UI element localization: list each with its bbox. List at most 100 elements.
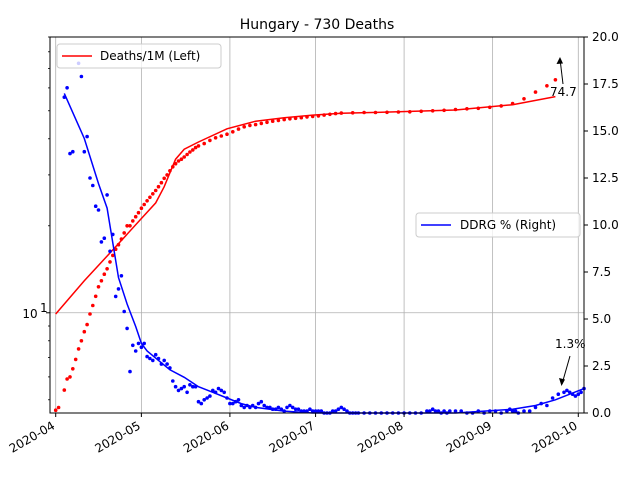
series-point-0 <box>136 210 141 215</box>
series-point-0 <box>91 303 95 308</box>
series-point-2 <box>290 405 295 410</box>
series-point-0 <box>545 84 549 88</box>
right-y-tick-label: 17.5 <box>592 77 619 91</box>
series-point-2 <box>336 407 341 412</box>
annotation-ddrg: 1.3% <box>555 337 586 386</box>
series-point-0 <box>522 97 526 101</box>
series-point-0 <box>282 117 287 122</box>
series-point-0 <box>82 329 87 334</box>
series-point-2 <box>79 74 84 79</box>
series-point-2 <box>82 149 87 154</box>
series-point-0 <box>71 367 75 371</box>
legend-ddrg-label: DDRG % (Right) <box>460 218 556 232</box>
series-layer <box>53 61 586 415</box>
series-point-2 <box>308 407 312 412</box>
series-point-0 <box>108 260 112 264</box>
series-point-2 <box>136 341 141 346</box>
series-point-2 <box>333 409 338 413</box>
series-point-2 <box>88 176 92 180</box>
series-point-0 <box>253 122 258 127</box>
series-point-2 <box>202 398 206 402</box>
series-point-0 <box>265 120 269 125</box>
legend-ddrg-box <box>415 212 581 238</box>
x-tick-label: 2020-08 <box>355 418 405 455</box>
series-point-2 <box>293 407 298 412</box>
series-point-0 <box>96 285 101 289</box>
series-point-2 <box>262 403 267 408</box>
series-point-0 <box>213 136 218 140</box>
series-point-2 <box>448 409 452 413</box>
series-point-0 <box>99 279 104 283</box>
right-y-tick-label: 5.0 <box>592 312 611 326</box>
series-point-0 <box>162 176 166 181</box>
series-point-0 <box>185 152 189 157</box>
x-tick-label: 2020-10 <box>529 418 579 455</box>
series-point-2 <box>153 352 158 357</box>
series-point-2 <box>145 354 149 359</box>
right-y-tick-label: 10.0 <box>592 218 619 232</box>
axes: 2020-04 2020-05 2020-06 2020-07 2020-08 2020-… <box>7 30 619 456</box>
series-point-2 <box>216 386 221 391</box>
series-point-0 <box>153 188 158 193</box>
annotation-deaths-arrowhead <box>556 57 563 64</box>
series-point-2 <box>522 409 526 413</box>
series-point-0 <box>68 375 72 379</box>
series-point-0 <box>128 224 132 228</box>
series-point-2 <box>510 409 515 413</box>
series-point-0 <box>270 119 275 123</box>
series-point-2 <box>93 204 98 208</box>
series-point-0 <box>93 294 98 299</box>
right-y-tick-label: 20.0 <box>592 30 619 44</box>
series-point-2 <box>185 390 189 395</box>
x-tick-label: 2020-04 <box>7 418 57 455</box>
series-point-2 <box>116 287 121 291</box>
series-point-2 <box>428 409 432 413</box>
series-point-0 <box>191 148 195 152</box>
series-point-0 <box>176 159 181 163</box>
series-point-2 <box>173 384 178 389</box>
series-point-0 <box>188 150 192 154</box>
series-point-0 <box>193 145 198 150</box>
series-point-2 <box>105 193 109 197</box>
series-point-2 <box>513 409 518 413</box>
series-point-2 <box>527 409 532 413</box>
series-point-0 <box>276 118 281 123</box>
x-tick-label: 2020-05 <box>92 418 142 455</box>
series-point-2 <box>430 407 435 412</box>
annotation-deaths: 74.7 <box>550 57 577 99</box>
series-point-0 <box>145 199 149 203</box>
series-point-2 <box>436 409 441 413</box>
series-point-0 <box>196 144 201 148</box>
series-point-0 <box>122 231 126 235</box>
series-point-0 <box>182 155 186 159</box>
series-point-2 <box>151 358 155 363</box>
legend-deaths: Deaths/1M (Left) <box>56 43 222 69</box>
series-point-2 <box>442 409 446 413</box>
series-point-2 <box>319 409 324 413</box>
series-point-0 <box>179 157 184 161</box>
series-point-2 <box>242 405 246 410</box>
series-trend-line-3 <box>63 93 585 414</box>
series-point-2 <box>139 345 144 350</box>
series-point-0 <box>236 127 241 131</box>
left-y-tick-label: 10 <box>22 307 37 321</box>
series-point-2 <box>236 398 241 402</box>
series-point-0 <box>533 90 538 94</box>
series-point-2 <box>339 405 344 410</box>
series-point-2 <box>179 386 184 391</box>
series-point-0 <box>131 219 135 223</box>
series-point-2 <box>99 240 104 244</box>
series-point-2 <box>573 394 578 398</box>
series-point-2 <box>162 358 166 363</box>
series-point-2 <box>576 392 581 397</box>
series-point-2 <box>259 399 264 404</box>
series-point-0 <box>62 388 67 392</box>
series-point-0 <box>219 134 224 138</box>
series-point-0 <box>248 123 252 128</box>
series-point-0 <box>105 267 109 271</box>
annotation-deaths-label: 74.7 <box>550 85 577 99</box>
annotation-ddrg-label: 1.3% <box>555 337 586 351</box>
series-point-2 <box>453 409 458 413</box>
series-point-0 <box>151 192 155 196</box>
series-point-2 <box>296 407 301 412</box>
